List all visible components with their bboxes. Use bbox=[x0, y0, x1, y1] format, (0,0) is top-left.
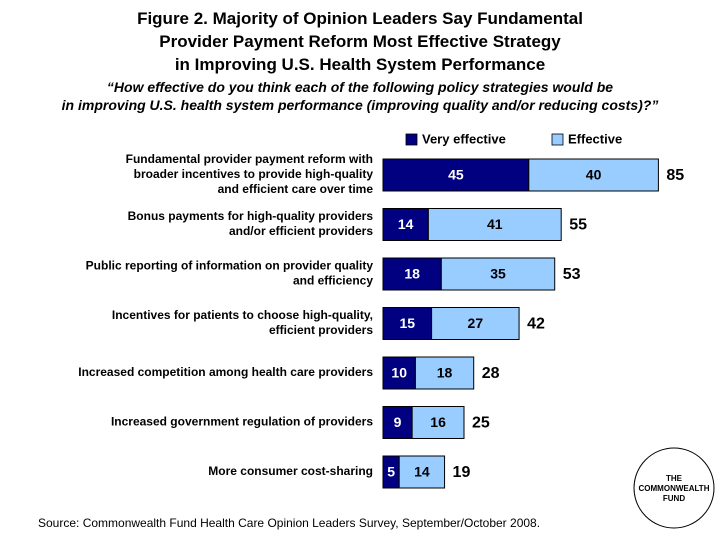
bar-segment bbox=[411, 406, 465, 439]
category-label: More consumer cost-sharing bbox=[208, 464, 373, 478]
total-label: 28 bbox=[482, 365, 500, 382]
segment-label: 5 bbox=[387, 464, 395, 480]
category-label: Increased competition among health care … bbox=[78, 365, 373, 379]
segment-label: 18 bbox=[437, 365, 453, 381]
source: Source: Commonwealth Fund Health Care Op… bbox=[38, 516, 540, 530]
bar-segment bbox=[414, 356, 475, 390]
bar-segment bbox=[398, 455, 446, 489]
category-label: Bonus payments for high-quality provider… bbox=[128, 209, 374, 238]
bar-segment bbox=[427, 208, 562, 241]
bar-segment bbox=[440, 257, 556, 291]
segment-label: 35 bbox=[490, 266, 506, 282]
total-label: 55 bbox=[569, 217, 587, 234]
logo: THE COMMONWEALTH FUND bbox=[639, 474, 710, 503]
segment-label: 45 bbox=[448, 167, 464, 183]
legend-swatch bbox=[551, 133, 564, 146]
segment-label: 27 bbox=[468, 315, 484, 331]
legend-label: Effective bbox=[568, 131, 622, 146]
chart-subtitle: “How effective do you think each of the … bbox=[62, 79, 659, 113]
segment-label: 16 bbox=[430, 414, 446, 430]
bar-segment bbox=[528, 158, 659, 192]
bar-segment bbox=[431, 307, 520, 340]
category-label: Incentives for patients to choose high-q… bbox=[112, 308, 373, 337]
category-label: Fundamental provider payment reform with… bbox=[126, 152, 374, 196]
segment-label: 18 bbox=[404, 266, 420, 282]
segment-label: 9 bbox=[394, 414, 402, 430]
logo-circle bbox=[633, 447, 715, 529]
legend-swatch bbox=[405, 133, 418, 146]
category-label: Public reporting of information on provi… bbox=[86, 259, 374, 288]
total-label: 25 bbox=[472, 415, 490, 432]
total-label: 42 bbox=[527, 316, 545, 333]
total-label: 19 bbox=[453, 464, 471, 481]
segment-label: 14 bbox=[414, 464, 430, 480]
segment-label: 14 bbox=[398, 216, 414, 232]
segment-label: 40 bbox=[586, 167, 602, 183]
segment-label: 10 bbox=[391, 365, 407, 381]
legend-label: Very effective bbox=[422, 131, 506, 146]
bar-segment bbox=[382, 158, 530, 192]
total-label: 85 bbox=[666, 167, 684, 184]
bar-segment bbox=[382, 406, 413, 439]
segment-label: 41 bbox=[487, 216, 503, 232]
category-label: Increased government regulation of provi… bbox=[111, 415, 373, 429]
chart-title: Figure 2. Majority of Opinion Leaders Sa… bbox=[137, 9, 583, 74]
total-label: 53 bbox=[563, 266, 581, 283]
segment-label: 15 bbox=[400, 315, 416, 331]
bar-segment bbox=[382, 208, 429, 241]
